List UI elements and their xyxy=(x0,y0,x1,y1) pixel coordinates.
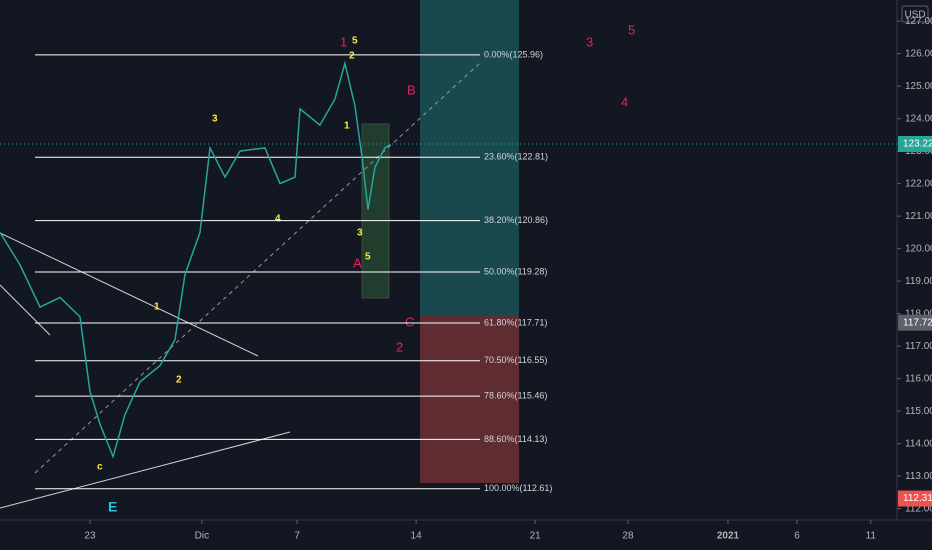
wave-label: c xyxy=(97,462,103,473)
price-label-box xyxy=(898,314,932,331)
wave-label: 2 xyxy=(349,51,355,62)
y-tick-label: 127.00 xyxy=(905,16,932,27)
price-label: 117.72 xyxy=(903,317,932,328)
y-tick-label: 118.00 xyxy=(905,308,932,319)
wave-label: 3 xyxy=(212,114,218,125)
x-tick-label: 6 xyxy=(794,531,800,542)
y-tick-label: 124.00 xyxy=(905,113,932,124)
wave-label: 5 xyxy=(365,252,371,263)
fib-label: 61.80%(117.71) xyxy=(484,317,547,327)
fib-diagonal xyxy=(34,62,481,474)
loss-zone xyxy=(420,316,519,483)
fib-label: 50.00%(119.28) xyxy=(484,266,547,276)
price-label-box xyxy=(898,135,932,152)
x-tick-label: 7 xyxy=(294,531,300,542)
x-tick-label: 2021 xyxy=(717,531,740,542)
wave-label: 1 xyxy=(344,121,350,132)
x-tick-label: 28 xyxy=(622,531,634,542)
x-tick-label: 11 xyxy=(866,531,877,542)
y-tick-label: 119.00 xyxy=(905,276,932,287)
wave-label: A xyxy=(353,255,362,270)
wave-label: B xyxy=(407,82,416,97)
wave-label: 1 xyxy=(340,34,347,49)
price-label: 112.31 xyxy=(903,493,932,504)
wave-label: 5 xyxy=(628,22,635,37)
wave-labels: 1 5 2 B 3 5 4 3 1 4 3 5 A 1 C 2 2 c E xyxy=(97,22,635,514)
wave-label: 4 xyxy=(621,94,628,109)
price-label-box xyxy=(898,490,932,507)
fib-label: 0.00%(125.96) xyxy=(484,49,543,59)
y-tick-label: 117.00 xyxy=(905,341,932,352)
profit-zone xyxy=(420,0,519,316)
y-tick-label: 116.00 xyxy=(905,373,932,384)
wave-label: 3 xyxy=(357,228,363,239)
fib-label: 78.60%(115.46) xyxy=(484,391,547,401)
fib-label: 100.00%(112.61) xyxy=(484,483,552,493)
fib-label: 88.60%(114.13) xyxy=(484,434,547,444)
highlight-box xyxy=(361,123,390,299)
x-tick-label: 14 xyxy=(411,531,423,542)
y-tick-label: 125.00 xyxy=(905,81,932,92)
wave-label: 3 xyxy=(586,34,593,49)
wave-label: 5 xyxy=(352,36,358,47)
wave-label: 2 xyxy=(396,339,403,354)
currency: USD xyxy=(904,10,925,21)
y-tick-label: 122.00 xyxy=(905,178,932,189)
y-tick-label: 114.00 xyxy=(905,438,932,449)
wave-label: C xyxy=(405,314,414,329)
x-tick-label: 21 xyxy=(530,531,542,542)
trend-line xyxy=(0,284,51,336)
currency-box xyxy=(901,5,929,23)
wave-label: 4 xyxy=(275,214,281,225)
price-line xyxy=(0,60,391,459)
price-label: 123.22 xyxy=(903,139,932,150)
y-tick-label: 120.00 xyxy=(905,243,932,254)
y-tick-label: 113.00 xyxy=(905,471,932,482)
fib-label: 70.50%(116.55) xyxy=(484,355,547,365)
wave-label: E xyxy=(108,499,117,515)
trend-line xyxy=(0,431,291,509)
x-tick-label: Dic xyxy=(195,531,209,542)
wave-label: 2 xyxy=(176,375,182,386)
wave-label: 1 xyxy=(154,302,160,313)
fib-label: 38.20%(120.86) xyxy=(484,215,548,225)
trend-line xyxy=(0,232,259,357)
y-tick-label: 121.00 xyxy=(905,211,932,222)
y-tick-label: 112.00 xyxy=(905,503,932,514)
fib-label: 23.60%(122.81) xyxy=(484,152,548,162)
y-tick-label: 115.00 xyxy=(905,406,932,417)
y-tick-label: 126.00 xyxy=(905,48,932,59)
x-tick-label: 23 xyxy=(84,531,96,542)
